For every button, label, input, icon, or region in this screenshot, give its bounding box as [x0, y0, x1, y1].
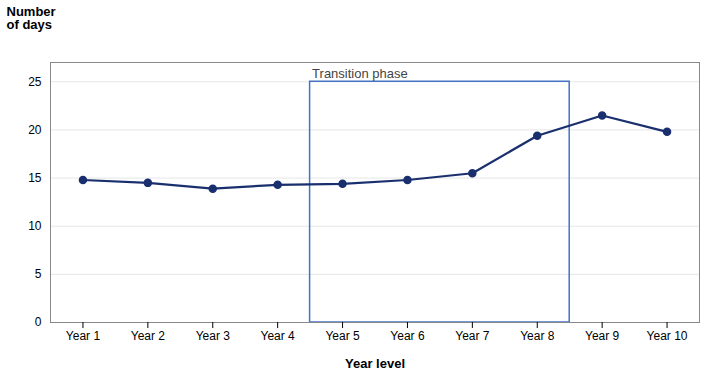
svg-text:Year 1: Year 1	[66, 329, 101, 343]
svg-text:Year 5: Year 5	[325, 329, 360, 343]
svg-text:0: 0	[35, 315, 42, 329]
svg-text:Year level: Year level	[345, 356, 405, 370]
svg-text:Year 6: Year 6	[390, 329, 425, 343]
svg-text:Year 10: Year 10	[647, 329, 688, 343]
svg-text:Year 8: Year 8	[520, 329, 555, 343]
svg-text:Transition phase: Transition phase	[312, 66, 408, 81]
svg-text:15: 15	[28, 171, 42, 185]
svg-text:Year 3: Year 3	[196, 329, 231, 343]
svg-text:20: 20	[28, 123, 42, 137]
svg-text:25: 25	[28, 75, 42, 89]
svg-text:5: 5	[35, 267, 42, 281]
svg-text:Year 9: Year 9	[585, 329, 620, 343]
svg-text:Numberof days: Numberof days	[7, 4, 56, 32]
svg-text:Year 2: Year 2	[131, 329, 166, 343]
svg-text:Year 7: Year 7	[455, 329, 490, 343]
svg-text:10: 10	[28, 219, 42, 233]
svg-text:Year 4: Year 4	[261, 329, 296, 343]
